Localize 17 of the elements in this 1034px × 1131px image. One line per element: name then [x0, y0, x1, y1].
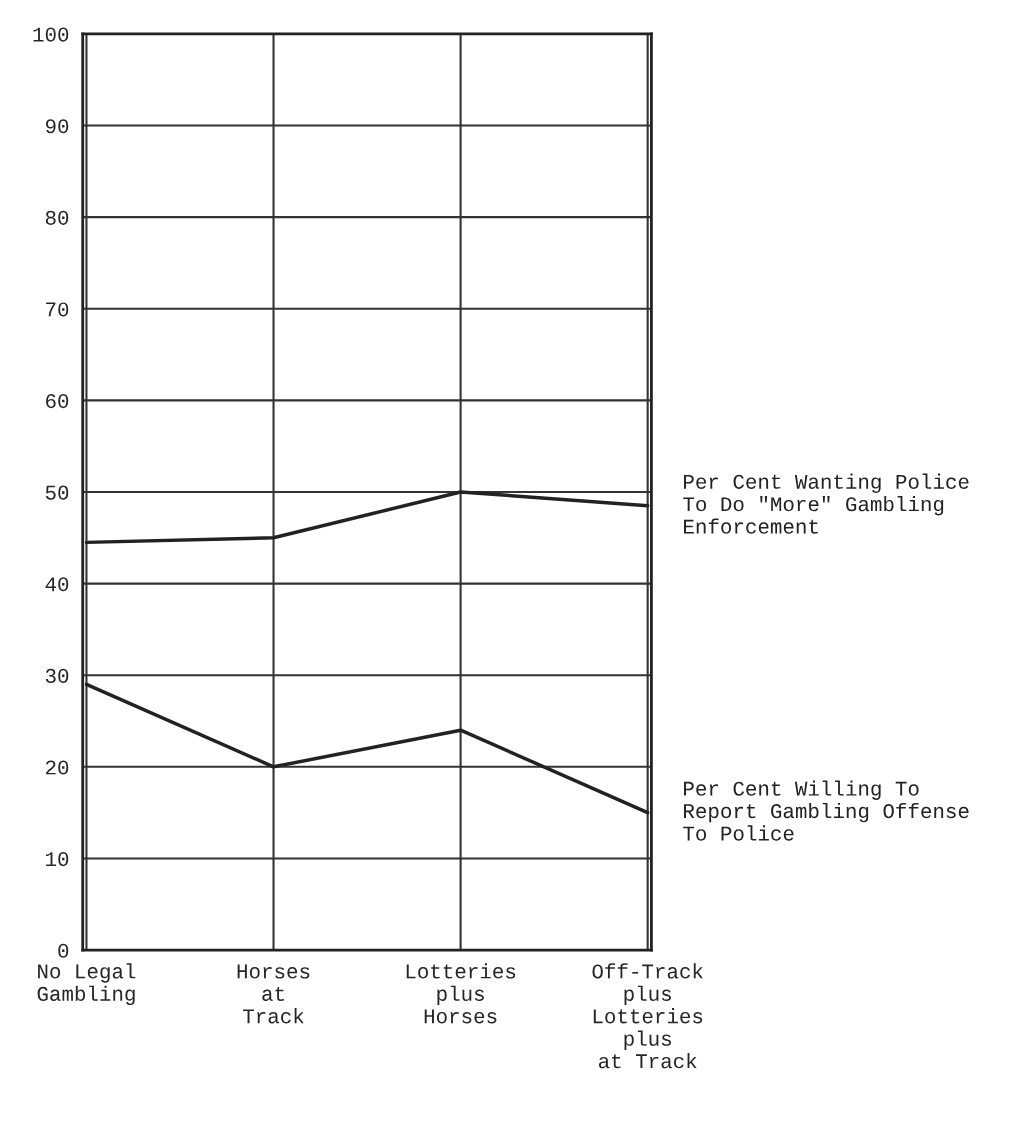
y-tick-label: 0 — [58, 943, 69, 958]
x-tick-label: Off-Track plus Lotteries plus at Track — [592, 963, 703, 1069]
y-tick-label: 30 — [45, 668, 69, 683]
x-tick-label: Lotteries plus Horses — [406, 963, 516, 1024]
y-tick-label: 40 — [45, 577, 69, 592]
x-tick-label: Horses at Track — [237, 964, 310, 1024]
y-tick-label: 60 — [46, 393, 69, 409]
x-tick-label: No Legal Gambling — [37, 963, 136, 1006]
y-tick-label: 20 — [45, 760, 69, 775]
y-tick-label: 90 — [45, 119, 69, 134]
y-tick-label: 70 — [46, 302, 69, 317]
series-label: Per Cent Wanting Police To Do "More" Gambling Enforcement — [683, 473, 969, 534]
series-label: Per Cent Willing To Report Gambling Offense To Police — [683, 780, 969, 841]
y-tick-label: 10 — [46, 852, 69, 867]
y-tick-label: 50 — [45, 485, 69, 500]
y-tick-label: 100 — [33, 27, 69, 42]
y-tick-label: 80 — [45, 210, 69, 225]
